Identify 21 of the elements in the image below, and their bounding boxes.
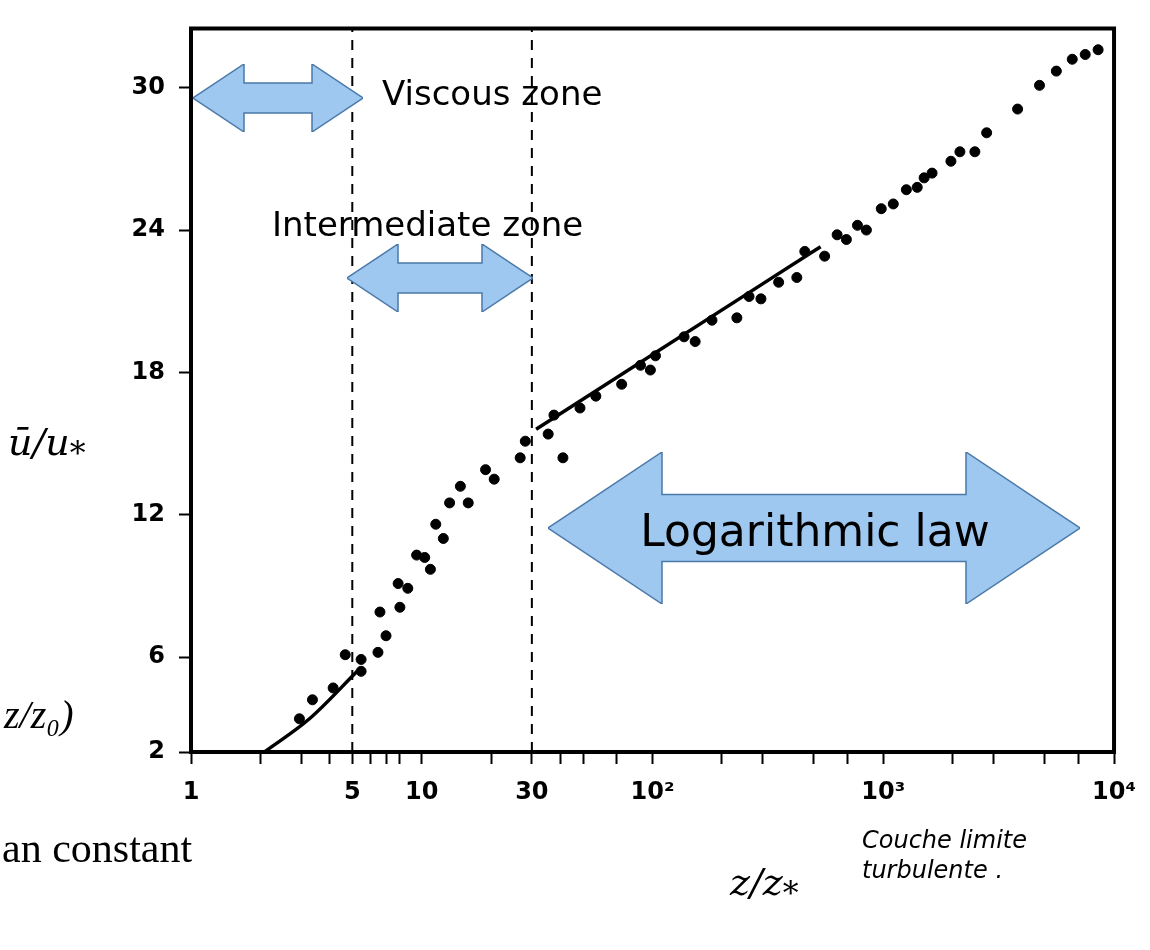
text: an constant [2,824,193,873]
y-tick-label: 30 [131,71,165,100]
text: Couche limite turbulente . [862,825,1028,885]
y-axis-title: ū/u$_{*}$ [8,420,86,471]
y-tick-label: 6 [148,641,165,670]
text: z/z₀) [4,691,74,739]
x-tick-label: 10 [405,776,439,805]
annotation: Viscous zone [382,72,603,115]
y-tick-label: 24 [131,214,165,243]
x-tick-label: 10³ [861,776,906,805]
y-tick-label: 12 [131,498,165,527]
x-tick-label: 10² [630,776,675,805]
annotation: Logarithmic law [640,503,990,558]
x-tick-label: 1 [182,776,200,805]
x-tick-label: 5 [343,776,361,805]
x-tick-label: 10⁴ [1092,776,1137,805]
x-axis-title: z/z$_{*}$ [730,860,799,911]
y-tick-label: 2 [148,736,165,765]
y-tick-label: 18 [131,356,165,385]
x-tick-label: 30 [515,776,549,805]
annotation: Intermediate zone [272,203,584,246]
